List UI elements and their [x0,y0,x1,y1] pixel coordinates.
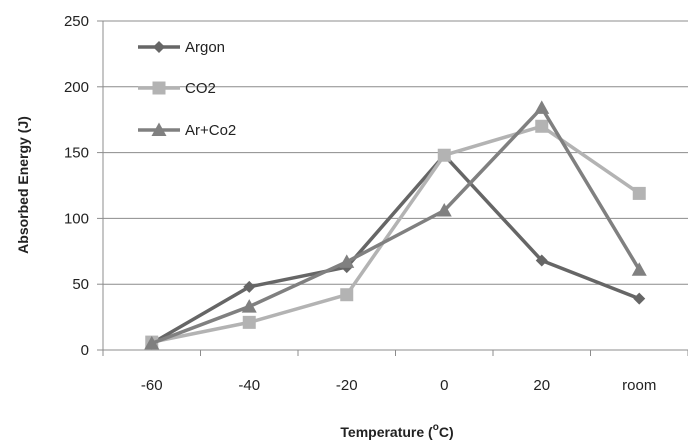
data-point [633,292,646,305]
y-tick-label: 250 [64,13,89,30]
y-axis-title: Absorbed Energy (J) [15,116,31,254]
data-point [242,315,256,329]
grid-lines [103,20,688,285]
data-point [437,148,451,162]
x-tick-label: -20 [336,377,358,394]
data-point [535,254,548,267]
legend-item: Argon [138,39,225,56]
series-ar-co2 [144,100,647,350]
x-axis-title-prefix: Temperature ( [340,424,433,440]
data-point [631,262,647,276]
x-axis-title: Temperature (oC) [340,422,453,440]
y-tick-label: 50 [72,276,89,293]
y-tick-label: 200 [64,79,89,96]
data-point [339,254,355,268]
data-point [535,119,549,133]
data-point [436,203,452,217]
x-axis-title-superscript: o [433,422,439,433]
legend-marker [152,81,166,95]
y-tick-label: 150 [64,145,89,162]
series-argon [145,149,646,350]
legend-item: Ar+Co2 [138,122,236,139]
legend-label: Ar+Co2 [185,122,236,139]
legend-label: Argon [185,39,225,56]
data-point [144,335,160,350]
data-point [340,288,354,302]
legend-marker [153,41,165,53]
x-tick-label: -60 [141,377,163,394]
legend-label: CO2 [185,80,216,97]
data-point [243,280,256,293]
data-point [241,299,257,313]
y-tick-labels: 0 50 100 150 200 250 [64,13,89,359]
legend: Argon CO2 Ar+Co2 [138,39,236,139]
y-tick-label: 0 [81,342,89,359]
axes [97,20,688,356]
series-group [144,100,647,350]
y-tick-label: 100 [64,210,89,227]
data-point [534,100,550,114]
series-line [151,106,641,346]
series-line [150,153,640,345]
data-point [632,186,646,200]
legend-item: CO2 [138,80,216,97]
x-tick-label: 0 [440,377,448,394]
x-axis-title-suffix: C) [439,424,454,440]
legend-marker [151,122,167,136]
x-tick-label: -40 [238,377,260,394]
x-tick-label: 20 [533,377,550,394]
x-tick-label: room [622,377,656,394]
x-tick-labels: -60 -40 -20 0 20 room [141,377,656,394]
